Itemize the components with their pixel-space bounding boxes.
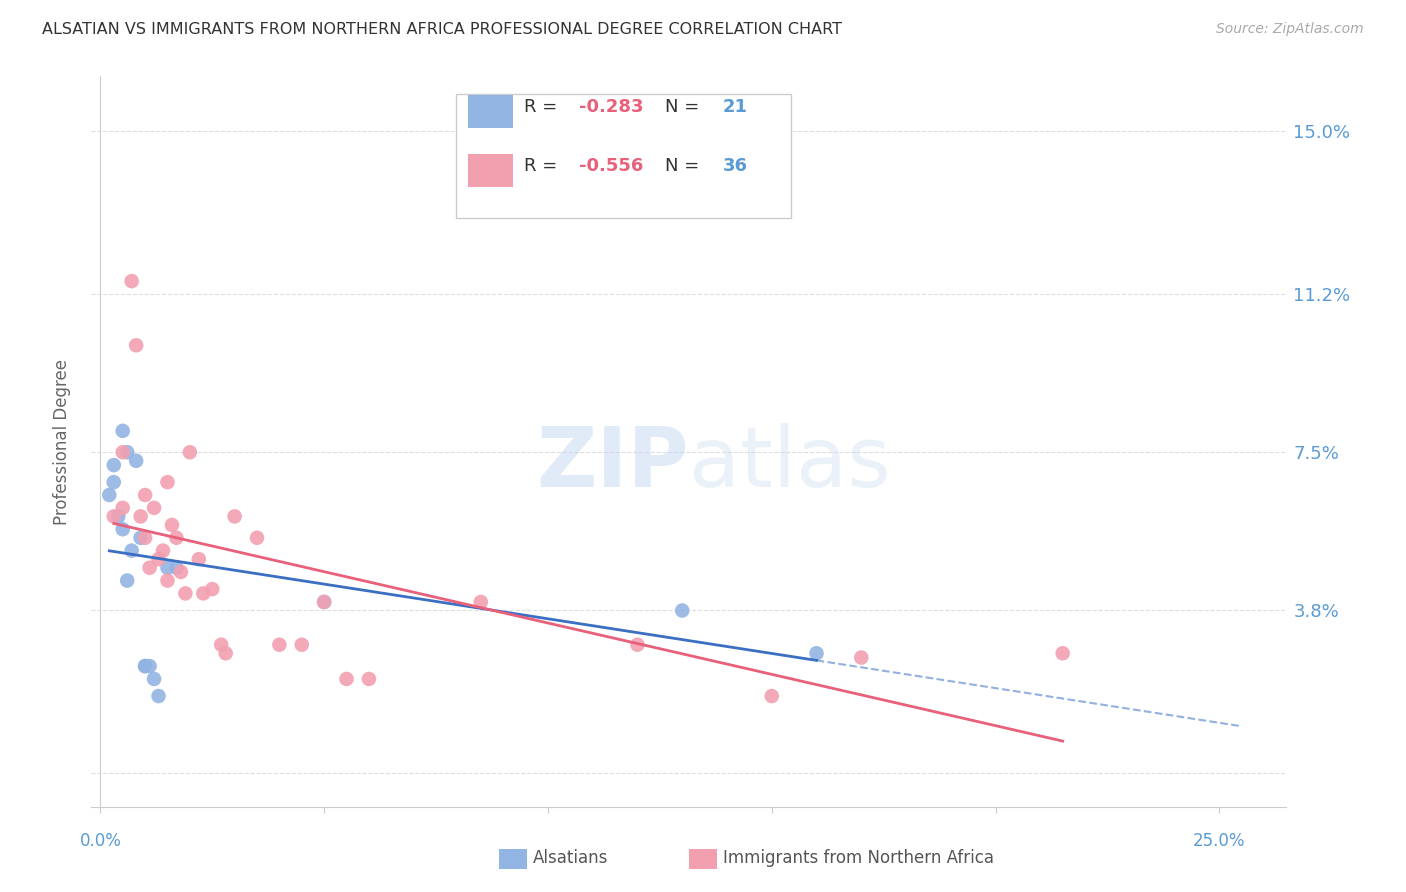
Point xyxy=(224,509,246,524)
Point xyxy=(107,509,129,524)
Text: ZIP: ZIP xyxy=(537,423,689,504)
Point xyxy=(134,659,156,673)
Text: N =: N = xyxy=(665,98,704,116)
Text: atlas: atlas xyxy=(689,423,890,504)
Point xyxy=(165,560,187,574)
Point xyxy=(201,582,224,596)
Point xyxy=(209,638,232,652)
Point xyxy=(111,424,134,438)
Point xyxy=(111,522,134,536)
Point xyxy=(470,595,492,609)
Point xyxy=(111,500,134,515)
Point xyxy=(125,454,148,468)
Text: 21: 21 xyxy=(723,98,748,116)
Point xyxy=(156,560,179,574)
Point xyxy=(98,488,121,502)
Point xyxy=(671,603,693,617)
Point xyxy=(215,646,238,660)
Point xyxy=(134,659,156,673)
Text: R =: R = xyxy=(524,157,562,175)
Point xyxy=(129,509,152,524)
Text: 36: 36 xyxy=(723,157,748,175)
Point xyxy=(170,565,193,579)
Point xyxy=(335,672,357,686)
Point xyxy=(1052,646,1074,660)
Point xyxy=(246,531,269,545)
Point xyxy=(626,638,648,652)
Point xyxy=(115,574,138,588)
Point xyxy=(134,488,156,502)
Text: N =: N = xyxy=(665,157,704,175)
Text: Alsatians: Alsatians xyxy=(533,849,609,867)
Text: -0.556: -0.556 xyxy=(579,157,644,175)
Point xyxy=(160,518,183,533)
Text: R =: R = xyxy=(524,98,562,116)
Point xyxy=(148,689,170,703)
Point xyxy=(152,543,174,558)
Point xyxy=(269,638,291,652)
Y-axis label: Professional Degree: Professional Degree xyxy=(52,359,70,524)
Point xyxy=(314,595,336,609)
Point xyxy=(103,458,125,472)
Point xyxy=(291,638,314,652)
Point xyxy=(103,475,125,490)
Point xyxy=(111,445,134,459)
Point xyxy=(174,586,197,600)
Text: Immigrants from Northern Africa: Immigrants from Northern Africa xyxy=(723,849,994,867)
Point xyxy=(156,475,179,490)
Point xyxy=(121,274,143,288)
Point xyxy=(357,672,380,686)
Point xyxy=(148,552,170,566)
Point xyxy=(138,560,160,574)
Point xyxy=(156,574,179,588)
Point xyxy=(806,646,828,660)
Text: Source: ZipAtlas.com: Source: ZipAtlas.com xyxy=(1216,22,1364,37)
Point xyxy=(143,672,166,686)
Point xyxy=(115,445,138,459)
Point xyxy=(121,543,143,558)
Point xyxy=(851,650,873,665)
Point xyxy=(134,531,156,545)
Point xyxy=(187,552,209,566)
Point xyxy=(103,509,125,524)
Point xyxy=(125,338,148,352)
Text: -0.283: -0.283 xyxy=(579,98,644,116)
Text: 25.0%: 25.0% xyxy=(1194,832,1246,850)
Point xyxy=(314,595,336,609)
Point xyxy=(129,531,152,545)
Point xyxy=(143,500,166,515)
Text: ALSATIAN VS IMMIGRANTS FROM NORTHERN AFRICA PROFESSIONAL DEGREE CORRELATION CHAR: ALSATIAN VS IMMIGRANTS FROM NORTHERN AFR… xyxy=(42,22,842,37)
Point xyxy=(138,659,160,673)
Point xyxy=(761,689,783,703)
Point xyxy=(193,586,215,600)
Text: 0.0%: 0.0% xyxy=(79,832,121,850)
Point xyxy=(165,531,187,545)
Point xyxy=(179,445,201,459)
